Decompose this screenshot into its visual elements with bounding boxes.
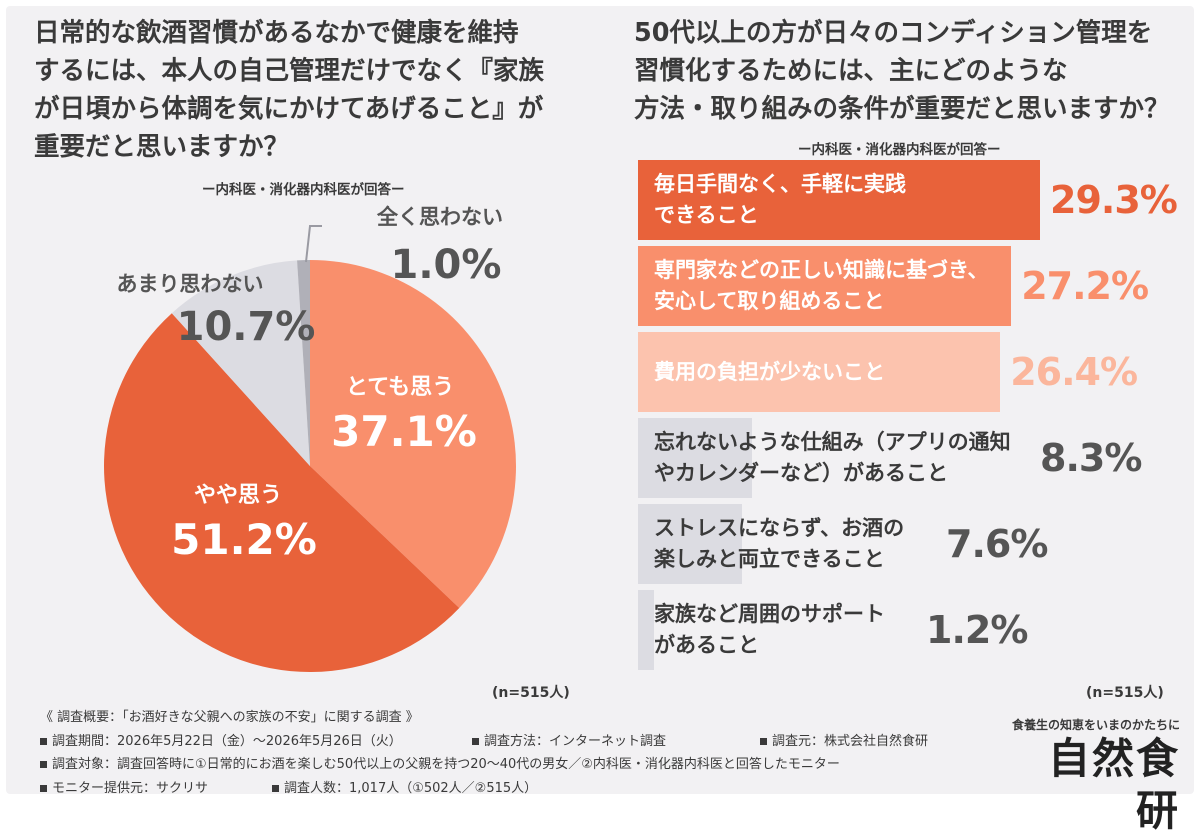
bar-category-label: 専門家などの正しい知識に基づき、 安心して取り組めること — [654, 258, 989, 313]
bar-row: 忘れないような仕組み（アプリの通知 やカレンダーなど）があること 8.3% — [638, 418, 1178, 498]
bullet-icon — [760, 737, 767, 745]
bullet-icon — [472, 737, 479, 745]
right-title-line: 方法・取り組みの条件が重要だと思いますか？ — [634, 94, 1170, 124]
pie-category-label: あまり思わない — [117, 272, 264, 296]
left-title-line: が日頃から体調を気にかけてあげること』が — [34, 94, 544, 124]
survey-provider: モニター提供元：サクリサ — [40, 777, 208, 801]
bar-category-label: 費用の負担が少ないこと — [654, 359, 885, 384]
survey-organizer: 調査元：株式会社自然食研 — [760, 730, 928, 754]
brand-name: 自然食研 — [1047, 734, 1180, 835]
left-n-label: (n=515人) — [492, 685, 570, 701]
left-chart-panel: 日常的な飲酒習慣があるなかで健康を維持 するには、本人の自己管理だけでなく『家族… — [34, 14, 594, 198]
bar-row: 専門家などの正しい知識に基づき、 安心して取り組めること 27.2% — [638, 246, 1178, 326]
bar-row: 費用の負担が少ないこと 26.4% — [638, 332, 1178, 412]
pie-category-label: とても思う — [346, 375, 454, 400]
pie-slice — [104, 313, 460, 672]
right-title-line: 習慣化するためには、主にどのような — [634, 56, 1068, 86]
left-chart-title: 日常的な飲酒習慣があるなかで健康を維持 するには、本人の自己管理だけでなく『家族… — [34, 14, 594, 166]
bullet-icon — [40, 761, 47, 768]
right-n-label: (n=515人) — [1086, 685, 1164, 701]
pie-slice — [171, 260, 310, 466]
survey-heading-text: 《 調査概要：「お酒好きな父親への家族の不安」に関する調査 》 — [40, 710, 419, 725]
left-title-line: 日常的な飲酒習慣があるなかで健康を維持 — [34, 18, 519, 48]
bar — [638, 246, 1012, 326]
survey-period: 調査期間：2026年5月22日（金）〜2026年5月26日（火） — [40, 730, 402, 754]
survey-count: 調査人数：1,017人（①502人／②515人） — [272, 777, 537, 801]
pie-value-label: 1.0% — [391, 242, 502, 288]
survey-method: 調査方法：インターネット調査 — [472, 730, 666, 754]
survey-count-text: 調査人数：1,017人（①502人／②515人） — [284, 780, 538, 796]
right-chart-panel: 50代以上の方が日々のコンディション管理を 習慣化するためには、主にどのような … — [634, 14, 1184, 158]
bar-value-label: 1.2% — [926, 608, 1028, 652]
pie-chart: とても思う 37.1% やや思う 51.2% あまり思わない 10.7% 全く思わない 1.0… — [104, 205, 516, 672]
survey-target-text: 調査対象：調査回答時に①日常的にお酒を楽しむ50代以上の父親を持つ20〜40代の… — [52, 757, 840, 772]
bar-category-label: 毎日手間なく、手軽に実践 できること — [654, 172, 906, 227]
bar-value-label: 29.3% — [1050, 178, 1178, 222]
bar — [638, 590, 655, 670]
bar-value-label: 7.6% — [946, 522, 1048, 566]
pie-category-label: 全く思わない — [376, 205, 503, 229]
pie-category-label: やや思う — [194, 483, 282, 508]
bullet-icon — [40, 737, 47, 745]
pie-value-label: 10.7% — [177, 304, 316, 350]
right-title-line: 50代以上の方が日々のコンディション管理を — [634, 18, 1153, 48]
bar-category-label: 忘れないような仕組み（アプリの通知 やカレンダーなど）があること — [654, 430, 1011, 485]
survey-method-text: 調査方法：インターネット調査 — [484, 733, 667, 749]
survey-provider-text: モニター提供元：サクリサ — [52, 780, 209, 796]
left-chart-subtitle: ー内科医・消化器内科医が回答ー — [202, 182, 405, 198]
bar-value-label: 26.4% — [1010, 350, 1138, 394]
brand-logo: 食養生の知恵をいまのかたちに 自然食研 — [1012, 716, 1180, 837]
bar — [638, 160, 1040, 240]
bar-row: ストレスにならず、お酒の 楽しみと両立できること 7.6% — [638, 504, 1178, 584]
pie-value-label: 51.2% — [171, 515, 317, 564]
right-chart-title: 50代以上の方が日々のコンディション管理を 習慣化するためには、主にどのような … — [634, 14, 1184, 128]
bar-category-label: ストレスにならず、お酒の 楽しみと両立できること — [654, 516, 905, 571]
pie-slice — [310, 260, 516, 608]
pie-slice — [297, 260, 310, 466]
bar-value-label: 27.2% — [1021, 264, 1149, 308]
right-chart-subtitle: ー内科医・消化器内科医が回答ー — [798, 142, 1001, 158]
survey-target: 調査対象：調査回答時に①日常的にお酒を楽しむ50代以上の父親を持つ20〜40代の… — [40, 753, 840, 777]
pie-value-label: 37.1% — [331, 407, 477, 456]
bullet-icon — [272, 784, 279, 792]
survey-period-text: 調査期間：2026年5月22日（金）〜2026年5月26日（火） — [52, 733, 402, 749]
leader-line — [305, 225, 322, 263]
brand-tagline: 食養生の知恵をいまのかたちに — [1012, 718, 1181, 732]
survey-organizer-text: 調査元：株式会社自然食研 — [772, 733, 929, 749]
bullet-icon — [40, 784, 47, 792]
bar — [638, 418, 752, 498]
left-title-line: 重要だと思いますか？ — [34, 132, 290, 162]
bar-category-label: 家族など周囲のサポート があること — [654, 602, 885, 657]
bar — [638, 504, 743, 584]
bar-value-label: 8.3% — [1040, 436, 1142, 480]
bar — [638, 332, 1001, 412]
bar-chart: 毎日手間なく、手軽に実践 できること 29.3% 専門家などの正しい知識に基づき、 … — [638, 160, 1178, 680]
bar-row: 毎日手間なく、手軽に実践 できること 29.3% — [638, 160, 1178, 240]
left-title-line: するには、本人の自己管理だけでなく『家族 — [34, 56, 545, 86]
bar-row: 家族など周囲のサポート があること 1.2% — [638, 590, 1178, 670]
